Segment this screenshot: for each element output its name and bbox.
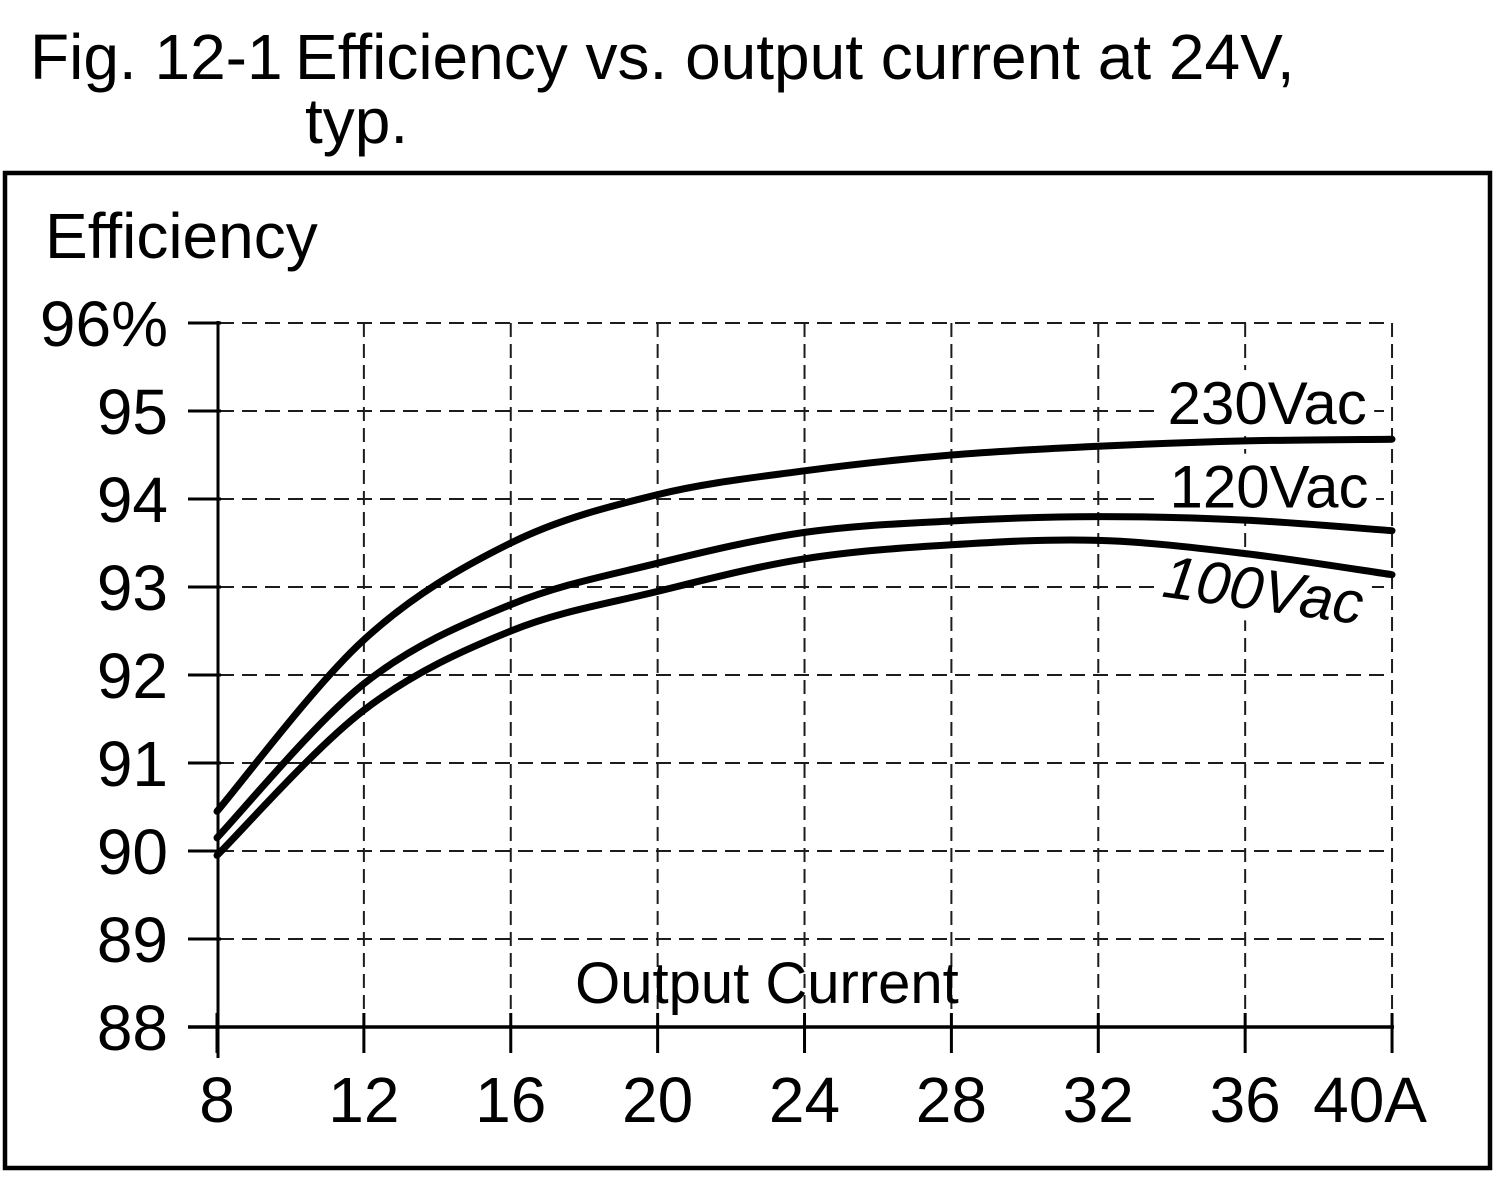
series-label-backgrounds [1152, 370, 1377, 638]
y-tick-label: 90 [97, 816, 168, 888]
series-label-230vac: 230Vac [1168, 370, 1367, 437]
x-tick-label: 28 [916, 1064, 987, 1136]
efficiency-curve-120vac [213, 513, 1396, 842]
figure-caption-line2: typ. [305, 85, 409, 157]
figure-number: Fig. 12-1 [30, 21, 283, 93]
x-tick-label: 12 [328, 1064, 399, 1136]
y-tick-label: 89 [97, 904, 168, 976]
tick-labels: 88 89 90 91 92 93 94 95 96% 8 12 16 20 24 28 32 36 40A [40, 288, 1427, 1136]
chart-frame [2, 170, 1493, 1171]
x-tick-label: 24 [769, 1064, 840, 1136]
y-axis-title: Efficiency [45, 200, 318, 272]
x-tick-label: 32 [1063, 1064, 1134, 1136]
x-tick-label: 20 [622, 1064, 693, 1136]
x-tick-label: 16 [475, 1064, 546, 1136]
x-axis-title: Output Current [575, 951, 959, 1016]
x-tick-label: 36 [1210, 1064, 1281, 1136]
series-label-100vac: 100Vac [1159, 543, 1368, 637]
y-tick-label: 94 [97, 464, 168, 536]
y-tick-label: 91 [97, 728, 168, 800]
axes [188, 321, 1395, 1058]
series-label-bg [1160, 370, 1375, 437]
tick-marks [188, 321, 1394, 1053]
efficiency-curve-230vac [213, 435, 1396, 815]
y-tick-label: 92 [97, 640, 168, 712]
efficiency-curve-100vac [213, 536, 1396, 859]
efficiency-curves [213, 435, 1396, 859]
figure-caption-line1: Efficiency vs. output current at 24V, [295, 21, 1295, 93]
y-tick-label: 93 [97, 552, 168, 624]
x-tick-label: 40A [1313, 1064, 1427, 1136]
y-tick-label: 95 [97, 376, 168, 448]
y-tick-label: 96% [40, 288, 168, 360]
x-tick-label: 8 [199, 1064, 235, 1136]
series-labels: 230Vac 120Vac 100Vac [1159, 370, 1368, 637]
series-label-bg [1162, 453, 1377, 520]
series-label-120vac: 120Vac [1170, 454, 1369, 521]
y-tick-label: 88 [97, 992, 168, 1064]
